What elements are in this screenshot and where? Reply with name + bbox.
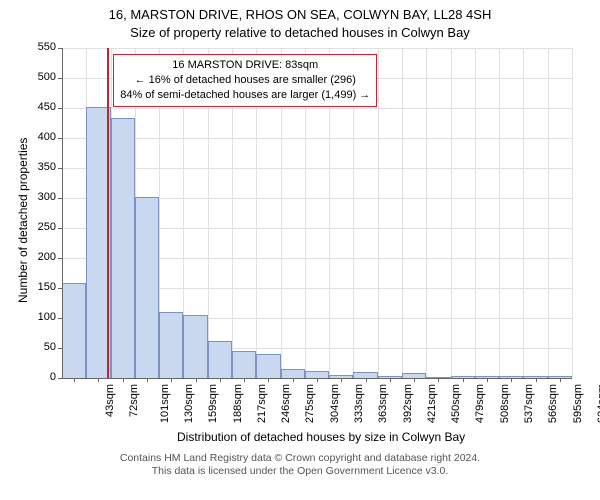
x-tick-label: 43sqm	[104, 384, 116, 417]
x-tick-label: 508sqm	[499, 384, 511, 423]
x-tick-label: 537sqm	[523, 384, 535, 423]
credit-text: Contains HM Land Registry data © Crown c…	[0, 452, 600, 478]
gridline-h	[62, 168, 572, 169]
x-tick-label: 421sqm	[426, 384, 438, 423]
y-tick-label: 0	[26, 371, 56, 383]
x-tick-label: 101sqm	[159, 384, 171, 423]
credit-line-2: This data is licensed under the Open Gov…	[0, 465, 600, 478]
x-tick-label: 363sqm	[377, 384, 389, 423]
y-tick-label: 200	[26, 251, 56, 263]
title-address: 16, MARSTON DRIVE, RHOS ON SEA, COLWYN B…	[0, 6, 600, 24]
histogram-bar	[232, 351, 256, 378]
x-tick-label: 595sqm	[572, 384, 584, 423]
y-tick-label: 300	[26, 191, 56, 203]
gridline-v	[572, 48, 573, 378]
y-tick-label: 450	[26, 101, 56, 113]
annotation-box: 16 MARSTON DRIVE: 83sqm← 16% of detached…	[113, 54, 377, 107]
gridline-v	[499, 48, 500, 378]
histogram-bar	[111, 118, 135, 378]
x-tick-label: 188sqm	[232, 384, 244, 423]
x-tick-label: 159sqm	[207, 384, 219, 423]
title-subtitle: Size of property relative to detached ho…	[0, 24, 600, 42]
annotation-line-2: ← 16% of detached houses are smaller (29…	[120, 73, 370, 88]
x-tick-label: 217sqm	[256, 384, 268, 423]
y-tick-label: 100	[26, 311, 56, 323]
y-tick-label: 400	[26, 131, 56, 143]
annotation-line-3: 84% of semi-detached houses are larger (…	[120, 88, 370, 103]
x-tick-label: 304sqm	[329, 384, 341, 423]
credit-line-1: Contains HM Land Registry data © Crown c…	[0, 452, 600, 465]
y-tick-label: 500	[26, 71, 56, 83]
y-axis-line	[62, 48, 63, 378]
gridline-v	[475, 48, 476, 378]
histogram-bar	[256, 354, 280, 378]
histogram-bar	[305, 371, 329, 378]
y-tick-label: 350	[26, 161, 56, 173]
x-tick-label: 72sqm	[128, 384, 140, 417]
y-tick-label: 150	[26, 281, 56, 293]
annotation-line-1: 16 MARSTON DRIVE: 83sqm	[120, 58, 370, 73]
titles: 16, MARSTON DRIVE, RHOS ON SEA, COLWYN B…	[0, 0, 600, 41]
histogram-bar	[281, 369, 305, 378]
gridline-h	[62, 138, 572, 139]
histogram-bar	[135, 197, 159, 378]
x-tick-label: 450sqm	[450, 384, 462, 423]
marker-line	[107, 48, 109, 378]
gridline-v	[523, 48, 524, 378]
x-tick-label: 275sqm	[305, 384, 317, 423]
histogram-bar	[62, 283, 86, 378]
y-tick-label: 50	[26, 341, 56, 353]
x-tick-label: 246sqm	[280, 384, 292, 423]
y-tick-label: 250	[26, 221, 56, 233]
y-tick-label: 550	[26, 41, 56, 53]
x-tick-label: 333sqm	[353, 384, 365, 423]
histogram-bar	[159, 312, 183, 378]
gridline-h	[62, 48, 572, 49]
histogram-bar	[208, 341, 232, 378]
x-tick-label: 624sqm	[596, 384, 600, 423]
x-axis-line	[62, 378, 572, 379]
gridline-v	[548, 48, 549, 378]
gridline-v	[451, 48, 452, 378]
gridline-v	[378, 48, 379, 378]
x-tick-label: 566sqm	[547, 384, 559, 423]
gridline-v	[426, 48, 427, 378]
gridline-v	[402, 48, 403, 378]
x-tick-label: 392sqm	[402, 384, 414, 423]
gridline-h	[62, 108, 572, 109]
x-axis-label: Distribution of detached houses by size …	[177, 430, 465, 444]
x-tick-label: 479sqm	[475, 384, 487, 423]
histogram-bar	[183, 315, 207, 378]
x-tick-label: 130sqm	[183, 384, 195, 423]
